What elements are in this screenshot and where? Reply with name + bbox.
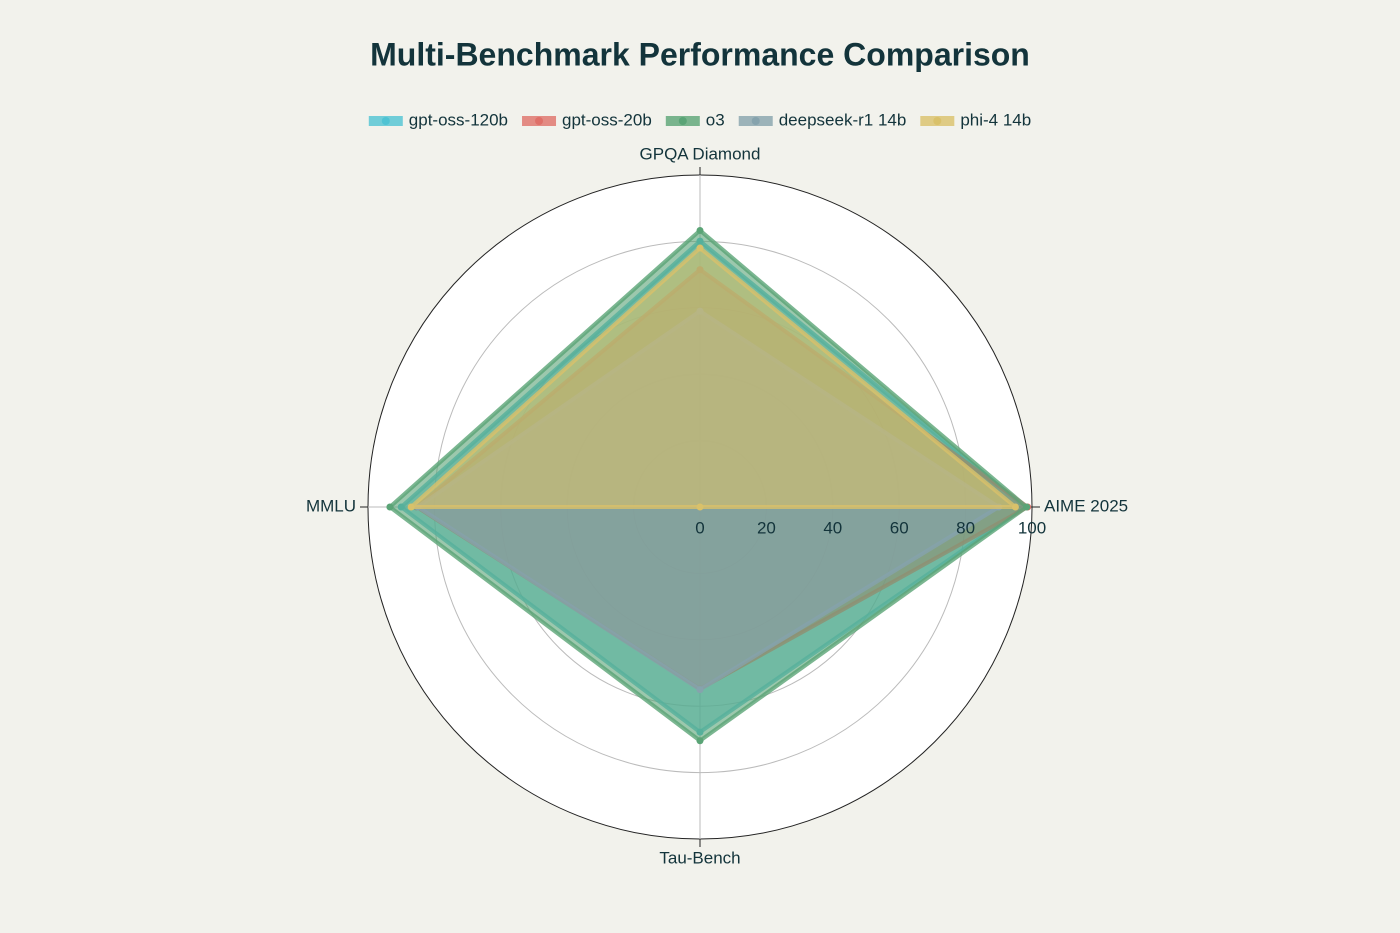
series-marker — [696, 737, 704, 745]
legend-marker — [751, 117, 760, 125]
series-marker — [386, 503, 394, 511]
series-marker — [696, 226, 704, 234]
legend-label: gpt-oss-120b — [409, 110, 508, 129]
category-label: MMLU — [306, 496, 356, 515]
series-marker — [696, 503, 704, 511]
r-tick-label: 80 — [956, 518, 975, 537]
series-marker — [696, 686, 704, 694]
category-label: Tau-Bench — [659, 848, 740, 867]
legend-marker — [535, 117, 544, 125]
series-marker — [1011, 503, 1019, 511]
series-marker — [407, 503, 415, 511]
r-tick-label: 20 — [757, 518, 776, 537]
legend-marker — [381, 117, 390, 125]
chart-title: Multi-Benchmark Performance Comparison — [370, 36, 1030, 72]
legend-label: phi-4 14b — [960, 110, 1031, 129]
category-label: AIME 2025 — [1044, 496, 1128, 515]
r-tick-label: 60 — [890, 518, 909, 537]
series-marker — [696, 244, 704, 252]
r-tick-label: 40 — [823, 518, 842, 537]
legend-label: o3 — [706, 110, 725, 129]
legend-label: gpt-oss-20b — [562, 110, 652, 129]
legend-marker — [933, 117, 942, 125]
category-label: GPQA Diamond — [640, 144, 761, 163]
r-tick-label: 100 — [1018, 518, 1046, 537]
legend-label: deepseek-r1 14b — [779, 110, 907, 129]
r-tick-label: 0 — [695, 518, 704, 537]
legend-marker — [678, 117, 687, 125]
series-marker — [1023, 503, 1031, 511]
